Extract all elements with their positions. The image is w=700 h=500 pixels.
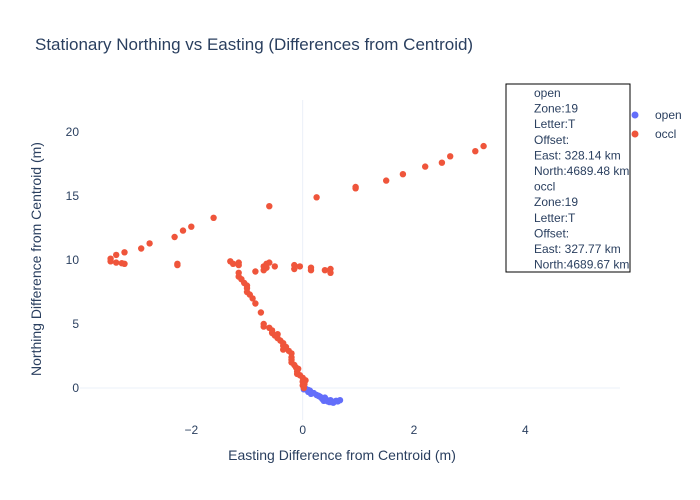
occl-point: [321, 267, 329, 274]
occl-point: [266, 259, 273, 266]
occl-point: [235, 261, 242, 269]
annotation-line: North:4689.67 km: [534, 258, 629, 272]
occl-point: [179, 227, 187, 234]
occl-point: [399, 171, 407, 178]
open-point: [336, 397, 344, 404]
occl-point: [252, 268, 259, 275]
open-point: [316, 393, 323, 400]
occl-point: [480, 142, 487, 150]
y-tick-label: 20: [66, 125, 80, 139]
occl-point: [257, 309, 265, 316]
occl-point: [210, 214, 217, 221]
y-axis-title: Northing Difference from Centroid (m): [28, 142, 44, 376]
occl-point: [229, 260, 237, 267]
occl-point: [121, 249, 128, 256]
occl-point: [260, 323, 267, 330]
x-tick-label: 2: [411, 423, 418, 437]
y-tick-labels: 0 5 10 15 20: [66, 125, 80, 395]
annotation-line: Zone:19: [534, 195, 578, 209]
annotation-box: [505, 83, 631, 273]
annotation-line: occl: [534, 180, 555, 194]
legend-marker: [631, 130, 639, 138]
occl-point: [383, 177, 390, 184]
chart-title: Stationary Northing vs Easting (Differen…: [35, 35, 473, 54]
zero-lines: [80, 100, 620, 420]
occl-point: [295, 365, 302, 372]
occl-point: [121, 260, 128, 267]
annotation-line: open: [534, 86, 561, 100]
occl-point: [447, 153, 454, 160]
annotation-line: East: 327.77 km: [534, 242, 621, 256]
occl-point: [146, 240, 153, 247]
x-tick-label: −2: [184, 423, 198, 437]
x-axis-title: Easting Difference from Centroid (m): [228, 447, 456, 463]
open-point: [326, 398, 333, 406]
occl-point: [301, 381, 308, 388]
y-tick-label: 5: [72, 317, 79, 331]
occl-point: [252, 300, 259, 307]
occl-point: [249, 295, 256, 302]
x-tick-label: 0: [299, 423, 306, 437]
occl-point: [188, 223, 195, 230]
occl-point: [472, 148, 479, 155]
annotation-line: Offset:: [534, 226, 569, 240]
occl-point: [282, 343, 290, 351]
legend-marker: [631, 111, 639, 119]
occl-point: [271, 263, 278, 270]
y-tick-label: 0: [72, 381, 79, 395]
annotation-line: East: 328.14 km: [534, 148, 621, 162]
occl-point: [113, 259, 120, 266]
points-layer: [107, 133, 571, 406]
occl-point: [171, 233, 178, 241]
occl-point: [313, 194, 320, 201]
annotation-line: Letter:T: [534, 211, 576, 225]
x-tick-label: 4: [522, 423, 529, 437]
occl-point: [174, 261, 181, 269]
occl-point: [291, 265, 298, 273]
occl-point: [438, 159, 446, 166]
occl-point: [352, 183, 359, 191]
legend-item-occl[interactable]: occl: [631, 127, 677, 141]
occl-point: [263, 264, 270, 271]
y-tick-label: 10: [66, 253, 80, 267]
open-point: [331, 398, 339, 405]
annotation-line: Offset:: [534, 133, 569, 147]
occl-point: [107, 258, 114, 265]
legend-label: open: [655, 108, 682, 122]
occl-point: [138, 245, 145, 252]
legend: open occl: [631, 108, 682, 141]
occl-point: [327, 265, 334, 273]
legend-label: occl: [655, 127, 676, 141]
occl-point: [113, 251, 120, 259]
x-tick-labels: −2 0 2 4: [184, 423, 529, 437]
legend-item-open[interactable]: open: [631, 108, 682, 122]
annotation-line: Zone:19: [534, 102, 578, 116]
occl-point: [266, 203, 273, 210]
occl-point: [296, 263, 304, 270]
annotation-line: Letter:T: [534, 117, 576, 131]
occl-point: [271, 332, 278, 339]
y-tick-label: 15: [66, 189, 80, 203]
occl-point: [307, 264, 315, 271]
occl-point: [422, 163, 429, 170]
annotation-line: North:4689.48 km: [534, 164, 629, 178]
